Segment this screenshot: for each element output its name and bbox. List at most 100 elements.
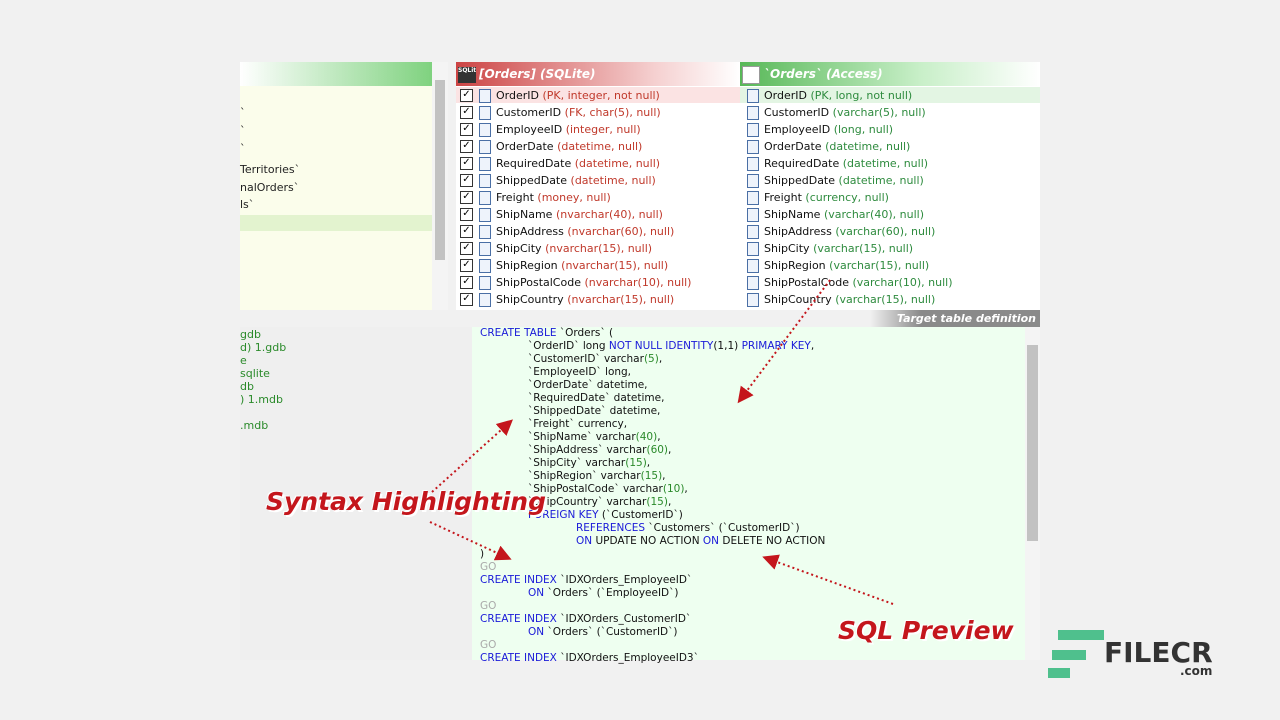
sql-token: (5)	[643, 353, 659, 365]
sql-token: ,	[667, 496, 672, 508]
field-name: ShipAddress	[764, 225, 832, 238]
tree-item: nalOrders`	[240, 181, 300, 194]
checkbox[interactable]: ✓	[460, 293, 473, 306]
splitter	[240, 310, 1040, 327]
field-name: RequiredDate	[764, 157, 840, 170]
field-icon	[747, 259, 759, 273]
sql-token: ,	[658, 353, 663, 365]
checkbox[interactable]: ✓	[460, 259, 473, 272]
field-row: ShipCity (nvarchar(15), null)	[496, 242, 652, 255]
field-name: OrderDate	[764, 140, 822, 153]
tree-item: `	[240, 124, 246, 137]
field-name: ShipPostalCode	[764, 276, 849, 289]
sql-token: PRIMARY KEY	[741, 340, 811, 352]
sql-token: (40)	[635, 431, 658, 443]
watermark-suffix: .com	[1180, 664, 1213, 678]
sql-token: )	[480, 548, 485, 560]
sql-token: `Orders` (`CustomerID`)	[544, 626, 678, 638]
field-row: OrderID (PK, long, not null)	[764, 89, 912, 102]
checkbox[interactable]: ✓	[460, 191, 473, 204]
field-icon	[479, 208, 491, 222]
sql-token: `ShipRegion` varchar	[528, 470, 641, 482]
sql-line: `ShipName` varchar(40),	[528, 431, 661, 444]
sql-line: CREATE TABLE `Orders` (	[480, 327, 613, 340]
sql-line: ON `Orders` (`EmployeeID`)	[528, 587, 679, 600]
field-name: EmployeeID	[496, 123, 563, 136]
field-row: EmployeeID (integer, null)	[496, 123, 641, 136]
field-name: ShipRegion	[496, 259, 558, 272]
sql-token: ON	[576, 535, 593, 547]
field-row: Freight (currency, null)	[764, 191, 889, 204]
watermark-brand: FILECR	[1104, 636, 1213, 669]
field-type: (nvarchar(15), null)	[567, 293, 675, 306]
sql-line: ON `Orders` (`CustomerID`)	[528, 626, 678, 639]
sql-token: `OrderDate` datetime,	[528, 379, 648, 391]
checkbox[interactable]: ✓	[460, 208, 473, 221]
sql-token: `Orders` (`EmployeeID`)	[544, 587, 679, 599]
sql-token: CREATE INDEX	[480, 652, 557, 664]
field-type: (nvarchar(60), null)	[567, 225, 675, 238]
field-row: CustomerID (varchar(5), null)	[764, 106, 926, 119]
field-row: CustomerID (FK, char(5), null)	[496, 106, 661, 119]
sql-token: `IDXOrders_EmployeeID`	[556, 574, 693, 586]
sql-token: (15)	[646, 496, 668, 508]
field-name: ShipAddress	[496, 225, 564, 238]
field-name: ShipCity	[496, 242, 542, 255]
field-name: ShipCountry	[496, 293, 564, 306]
sql-token: UPDATE NO ACTION	[592, 535, 703, 547]
sql-line: `OrderDate` datetime,	[528, 379, 648, 392]
sql-token: `ShipCity` varchar	[528, 457, 626, 469]
file-item: .mdb	[240, 419, 269, 432]
target-title: `Orders` (Access)	[764, 67, 883, 81]
field-type: (datetime, null)	[574, 157, 661, 170]
field-icon	[747, 89, 759, 103]
sql-token: (60)	[646, 444, 669, 456]
sql-token: GO	[480, 561, 497, 573]
sql-line: `Freight` currency,	[528, 418, 627, 431]
checkbox[interactable]: ✓	[460, 174, 473, 187]
field-icon	[747, 225, 759, 239]
sql-line: GO	[480, 561, 496, 574]
field-name: ShipName	[764, 208, 821, 221]
field-type: (varchar(10), null)	[852, 276, 953, 289]
sql-line: `ShipCity` varchar(15),	[528, 457, 650, 470]
field-row: ShipAddress (varchar(60), null)	[764, 225, 935, 238]
sql-token: GO	[480, 600, 497, 612]
field-type: (money, null)	[537, 191, 611, 204]
checkbox[interactable]: ✓	[460, 276, 473, 289]
field-type: (PK, integer, not null)	[542, 89, 660, 102]
sql-token: REFERENCES	[576, 522, 646, 534]
field-type: (currency, null)	[805, 191, 889, 204]
field-row: ShippedDate (datetime, null)	[496, 174, 656, 187]
field-row: ShipCountry (nvarchar(15), null)	[496, 293, 674, 306]
checkbox[interactable]: ✓	[460, 157, 473, 170]
field-row: RequiredDate (datetime, null)	[496, 157, 660, 170]
field-icon	[747, 174, 759, 188]
field-row: ShippedDate (datetime, null)	[764, 174, 924, 187]
sql-token: ,	[684, 483, 688, 495]
field-row: OrderID (PK, integer, not null)	[496, 89, 660, 102]
field-icon	[479, 276, 491, 290]
checkbox[interactable]: ✓	[460, 140, 473, 153]
sql-token: `OrderID` long	[528, 340, 609, 352]
field-name: ShippedDate	[496, 174, 568, 187]
field-icon	[479, 140, 491, 154]
sql-token: ON	[528, 626, 545, 638]
sql-line: CREATE INDEX `IDXOrders_EmployeeID3`	[480, 652, 699, 665]
field-icon	[747, 242, 759, 256]
sql-token: `IDXOrders_EmployeeID3`	[556, 652, 699, 664]
field-name: ShippedDate	[764, 174, 836, 187]
file-item: gdb	[240, 328, 261, 341]
sql-token: `ShipPostalCode` varchar	[528, 483, 663, 495]
field-name: OrderDate	[496, 140, 554, 153]
field-icon	[479, 191, 491, 205]
file-item: d) 1.gdb	[240, 341, 287, 354]
checkbox[interactable]: ✓	[460, 242, 473, 255]
checkbox[interactable]: ✓	[460, 89, 473, 102]
field-icon	[747, 293, 759, 307]
checkbox[interactable]: ✓	[460, 106, 473, 119]
sql-token: `ShipCountry` varchar	[528, 496, 647, 508]
checkbox[interactable]: ✓	[460, 225, 473, 238]
checkbox[interactable]: ✓	[460, 123, 473, 136]
